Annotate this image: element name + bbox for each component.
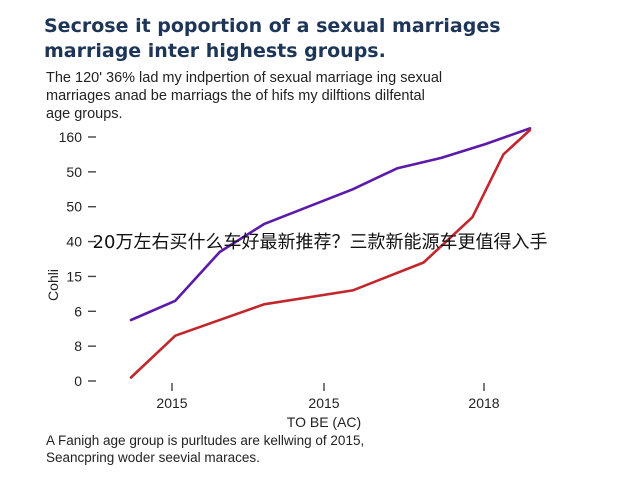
y-tick-label: 50 [66,164,82,180]
series-line-1 [129,127,532,322]
footnote: A Fanigh age group is purltudes are kell… [46,432,606,466]
chart-subtitle: The 120' 36% lad my indpertion of sexual… [46,69,586,123]
y-tick-label: 0 [74,373,82,389]
chart-title-line-2: marriage inter highests groups. [44,40,386,62]
footnote-line-1: A Fanigh age group is purltudes are kell… [46,433,365,448]
x-axis-ticks: 2015 2015 2018 [156,383,500,411]
chart-title-line-1: Secrose it poportion of a sexual marriag… [44,15,501,37]
chart-title: Secrose it poportion of a sexual marriag… [44,14,604,64]
chart-subtitle-line-1: The 120' 36% lad my indpertion of sexual… [46,70,443,86]
y-tick-label: 40 [66,234,82,250]
y-tick-label: 6 [74,303,82,319]
chart-subtitle-line-3: age groups. [46,106,123,122]
y-tick-label: 160 [59,129,83,145]
y-axis-ticks: 0 8 6 15 40 50 50 160 [59,129,96,389]
x-axis-label: TO BE (AC) [287,414,361,430]
x-tick-label: 2015 [308,395,339,411]
chart-subtitle-line-2: marriages anad be marriags the of hifs m… [46,88,425,104]
footnote-line-2: Seancpring woder seevial maraces. [46,450,260,465]
series-line-2 [129,128,532,379]
y-tick-label: 8 [74,338,82,354]
x-tick-label: 2015 [156,395,187,411]
x-tick-label: 2018 [468,395,499,411]
y-axis-label: Cohli [45,269,61,301]
y-tick-label: 15 [66,268,82,284]
series-lines [129,127,532,379]
overlay-caption: 20万左右买什么车好最新推荐？三款新能源车更值得入手 [92,232,548,253]
y-tick-label: 50 [66,199,82,215]
